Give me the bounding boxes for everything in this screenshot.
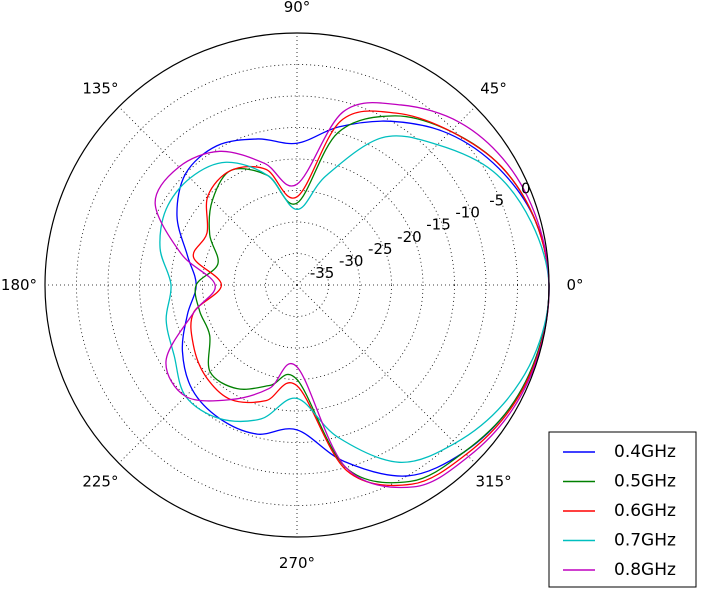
grid-circle [233,221,361,349]
grid-circle [265,253,329,317]
angle-tick-labels: 0° 45° 90° 135° 180° 225° 270° 315° [1,0,584,572]
radial-tick-label: -15 [426,216,451,234]
angle-tick-label: 180° [1,276,37,294]
radial-tick-label: -30 [339,252,364,270]
legend-box [548,431,697,588]
series-line-0.7GHz [159,135,550,463]
legend-label: 0.4GHz [614,442,676,462]
radial-tick-label: -10 [455,204,480,222]
angle-tick-label: 0° [566,276,583,294]
angle-tick-label: 225° [82,473,118,491]
angle-tick-label: 135° [82,79,118,97]
series-line-0.5GHz [194,115,550,484]
radial-tick-label: 0 [521,180,531,198]
angle-tick-label: 270° [279,554,315,572]
legend-label: 0.7GHz [614,531,676,551]
radial-tick-label: -35 [310,264,335,282]
legend-label: 0.6GHz [614,501,676,521]
radial-tick-label: -25 [368,240,393,258]
legend-label: 0.5GHz [614,472,676,492]
series-layer [154,101,550,489]
angle-tick-label: 90° [284,0,311,16]
radial-tick-labels: 0 -5 -10-15-20-25-30-35 [310,180,531,282]
outer-frame [44,32,550,538]
series-line-0.6GHz [190,110,550,487]
angle-tick-label: 315° [476,473,512,491]
legend-label: 0.8GHz [614,560,676,580]
legend: 0.4GHz 0.5GHz 0.6GHz 0.7GHz 0.8GHz [548,431,697,588]
angle-tick-label: 45° [480,79,507,97]
radial-tick-label: -5 [489,192,504,210]
grid-circle [170,158,424,412]
grid-circle [139,127,455,443]
series-line-0.8GHz [154,101,550,489]
radial-tick-label: -20 [397,228,422,246]
